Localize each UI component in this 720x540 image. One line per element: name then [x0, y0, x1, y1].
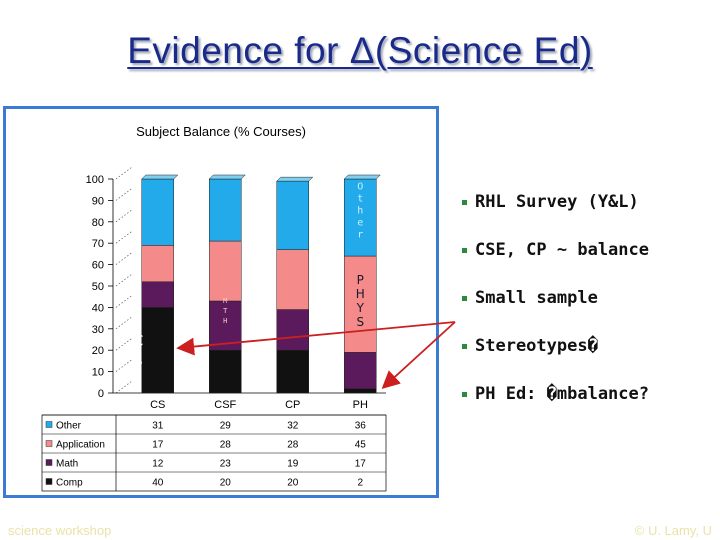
y-depth-guide — [115, 316, 133, 330]
bullet-text: Stereotypes� — [475, 336, 598, 356]
slide-title: Evidence for Δ(Science Ed) — [127, 30, 593, 71]
bullet-text: CSE, CP ~ balance — [475, 240, 649, 260]
y-depth-guide — [115, 252, 133, 265]
table-cell-value: 29 — [220, 421, 232, 432]
bar-segment-comp — [209, 349, 242, 394]
bar-segment-other — [276, 180, 309, 250]
y-depth-guide — [115, 380, 133, 394]
bullet-item: Small sample — [462, 288, 712, 336]
table-cell-value: 20 — [287, 478, 299, 489]
bar-segment-comp — [276, 349, 309, 394]
bullet-list: RHL Survey (Y&L) CSE, CP ~ balance Small… — [462, 192, 712, 432]
y-depth-guide — [115, 337, 133, 351]
table-cell-value: 23 — [220, 459, 232, 470]
y-depth-guide — [115, 230, 133, 244]
bullet-item: RHL Survey (Y&L) — [462, 192, 712, 240]
y-tick-label: 40 — [92, 302, 104, 314]
y-depth-guide — [115, 273, 133, 287]
bar-segment-other — [141, 178, 174, 246]
y-depth-guide — [115, 209, 133, 223]
stacked-bar-chart: Subject Balance (% Courses) 0 10 20 30 40 50 60… — [41, 124, 387, 492]
x-tick-label: CS — [150, 399, 165, 411]
bar-segment-math — [141, 281, 174, 308]
x-tick-label: PH — [353, 399, 368, 411]
legend-label: Math — [56, 459, 78, 470]
table-cell-value: 31 — [152, 421, 164, 432]
table-cell-value: 2 — [357, 478, 363, 489]
y-depth-guide — [115, 188, 133, 201]
table-cell-value: 17 — [152, 440, 164, 451]
bar-segment-other — [209, 178, 242, 242]
table-cell-value: 40 — [152, 478, 164, 489]
table-cell-value: 28 — [220, 440, 232, 451]
bar-segment-math — [344, 352, 377, 389]
y-tick-label: 0 — [98, 388, 104, 400]
y-depth-guide — [115, 166, 133, 180]
y-tick-label: 50 — [92, 281, 104, 293]
y-tick-label: 80 — [92, 217, 104, 229]
chart-title: Subject Balance (% Courses) — [136, 124, 306, 139]
bullet-text: Small sample — [475, 288, 598, 308]
bar-segment-comp — [141, 307, 174, 394]
bullet-text: RHL Survey (Y&L) — [475, 192, 639, 212]
bullet-square-icon — [462, 343, 467, 349]
bullet-square-icon — [462, 199, 467, 205]
bar-top-face — [276, 176, 314, 182]
y-depth-guide — [115, 359, 133, 372]
bar-segment-other — [344, 178, 377, 257]
bar-top-face — [141, 174, 179, 180]
y-tick-label: 60 — [92, 260, 104, 272]
bullet-square-icon — [462, 247, 467, 253]
y-tick-label: 90 — [92, 195, 104, 207]
footer-right: © U. Lamy, U — [634, 523, 712, 538]
legend-swatch-other — [45, 421, 53, 428]
legend-label: Application — [56, 440, 105, 451]
legend-swatch-comp — [45, 478, 53, 485]
y-tick-label: 100 — [86, 174, 104, 186]
table-cell-value: 19 — [287, 459, 299, 470]
table-cell-value: 45 — [355, 440, 367, 451]
chart-frame: Subject Balance (% Courses) 0 10 20 30 40 50 60… — [3, 106, 439, 498]
table-cell-value: 17 — [355, 459, 367, 470]
bullet-item: CSE, CP ~ balance — [462, 240, 712, 288]
bar-segment-comp — [344, 388, 377, 394]
bar-top-face — [343, 174, 381, 180]
table-cell-value: 32 — [287, 421, 299, 432]
x-tick-label: CSF — [214, 399, 236, 411]
y-tick-label: 10 — [92, 367, 104, 379]
bar-segment-application — [276, 249, 309, 310]
bar-top-face — [208, 174, 246, 180]
bullet-item: PH Ed: �mbalance? — [462, 384, 712, 432]
y-tick-label: 30 — [92, 324, 104, 336]
legend-swatch-math — [45, 459, 53, 466]
table-cell-value: 28 — [287, 440, 299, 451]
bar-segment-math — [276, 309, 309, 351]
bullet-item: Stereotypes� — [462, 336, 712, 384]
y-tick-label: 20 — [92, 345, 104, 357]
table-cell-value: 12 — [152, 459, 164, 470]
bullet-text: PH Ed: �mbalance? — [475, 384, 649, 404]
table-cell-value: 20 — [220, 478, 232, 489]
legend-label: Other — [56, 421, 82, 432]
legend-label: Comp — [56, 478, 83, 489]
bullet-square-icon — [462, 391, 467, 397]
bar-segment-application — [141, 245, 174, 282]
legend-swatch-application — [45, 440, 53, 447]
footer-left: science workshop — [8, 523, 112, 538]
y-tick-label: 70 — [92, 238, 104, 250]
bar-segment-application — [209, 240, 242, 302]
table-cell-value: 36 — [355, 421, 367, 432]
bullet-square-icon — [462, 295, 467, 301]
y-depth-guide — [115, 295, 133, 308]
x-tick-label: CP — [285, 399, 300, 411]
